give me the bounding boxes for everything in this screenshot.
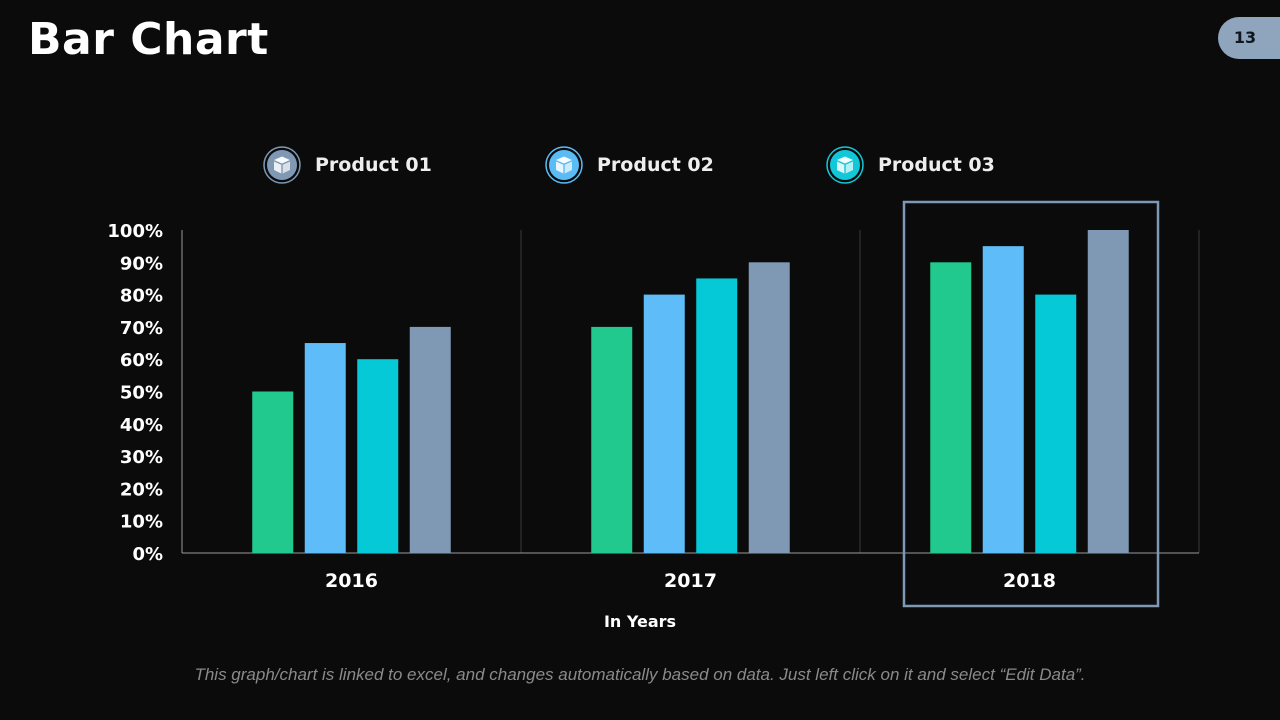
bar xyxy=(357,359,399,553)
bar xyxy=(252,391,294,553)
y-tick-label: 60% xyxy=(120,350,163,371)
highlight-box xyxy=(902,200,1160,608)
y-tick-label: 30% xyxy=(120,447,163,468)
y-tick-label: 100% xyxy=(107,221,163,242)
y-tick-label: 80% xyxy=(120,286,163,307)
x-tick-label: 2016 xyxy=(325,570,378,592)
bar xyxy=(930,262,972,553)
y-tick-label: 90% xyxy=(120,253,163,274)
y-tick-label: 10% xyxy=(120,512,163,533)
legend-label: Product 02 xyxy=(597,154,714,176)
legend-item-product-01[interactable]: Product 01 xyxy=(263,143,432,187)
y-tick-label: 20% xyxy=(120,479,163,500)
box-icon xyxy=(826,146,864,184)
bar xyxy=(591,326,633,553)
legend-item-product-02[interactable]: Product 02 xyxy=(545,143,714,187)
chart-legend: Product 01 Product 02 Product 03 xyxy=(0,143,1280,187)
bar xyxy=(696,278,738,553)
footnote: This graph/chart is linked to excel, and… xyxy=(194,665,1086,684)
bar xyxy=(304,343,346,553)
x-axis-title: In Years xyxy=(604,612,676,631)
y-tick-label: 70% xyxy=(120,318,163,339)
bar xyxy=(748,262,790,553)
legend-label: Product 01 xyxy=(315,154,432,176)
y-tick-label: 50% xyxy=(120,383,163,404)
legend-label: Product 03 xyxy=(878,154,995,176)
slide-title: Bar Chart xyxy=(28,14,269,65)
y-tick-label: 0% xyxy=(132,544,163,565)
bar xyxy=(1035,294,1077,553)
bar xyxy=(643,294,685,553)
bar xyxy=(1087,230,1129,553)
x-tick-label: 2017 xyxy=(664,570,717,592)
box-icon xyxy=(545,146,583,184)
page-number-badge: 13 xyxy=(1218,17,1280,59)
bar xyxy=(982,246,1024,553)
legend-item-product-03[interactable]: Product 03 xyxy=(826,143,995,187)
box-icon xyxy=(263,146,301,184)
x-tick-label: 2018 xyxy=(1003,570,1056,592)
bar xyxy=(409,326,451,553)
y-tick-label: 40% xyxy=(120,415,163,436)
